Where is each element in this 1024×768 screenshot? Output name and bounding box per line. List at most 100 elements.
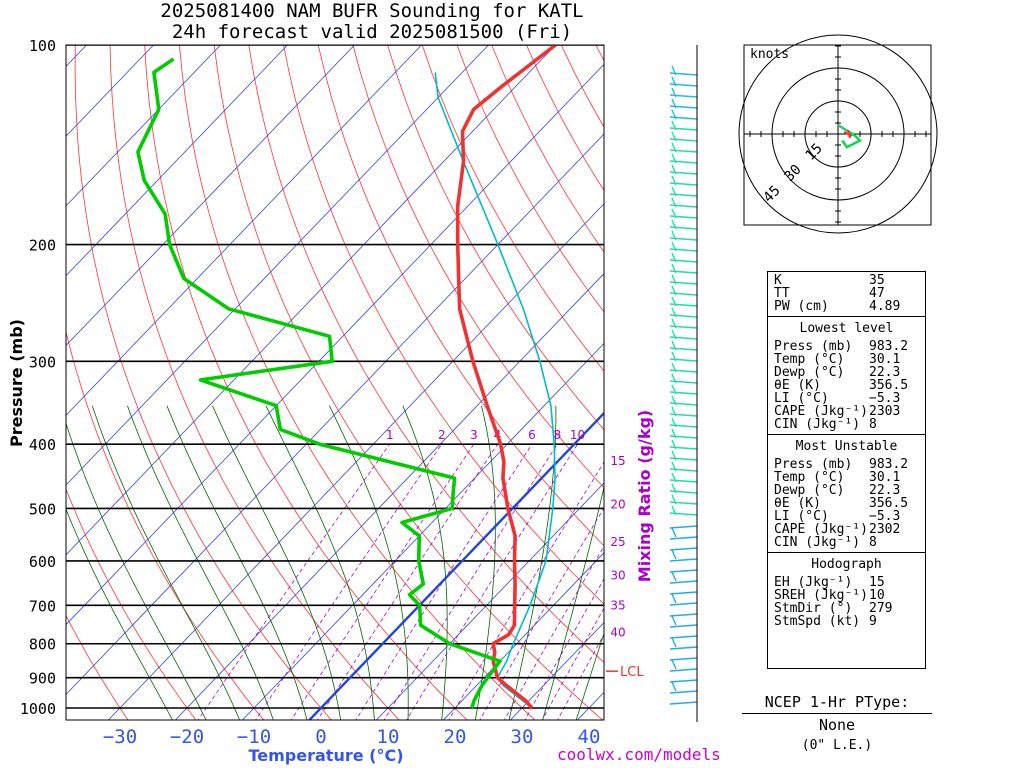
wind-barb-flag — [671, 120, 677, 131]
wind-barb-flag — [671, 494, 677, 505]
wind-barbs — [669, 65, 698, 705]
freezing-isotherm — [307, 411, 604, 720]
wind-barb — [669, 602, 698, 606]
hodograph-index-row-value: 10 — [869, 588, 885, 603]
sounding-profiles — [136, 45, 557, 710]
wind-barb-flag — [671, 681, 677, 692]
wind-barb — [669, 336, 698, 340]
mixing-ratio-label: 8 — [554, 428, 562, 442]
mixing-ratio-line — [524, 578, 604, 720]
indices-panel: K 35 TT 47 PW (cm) 4.89 Lowest level Press (m… — [767, 271, 926, 669]
wind-barb — [669, 679, 698, 683]
wind-barb — [669, 613, 698, 617]
lowest-level-row-value: 2303 — [869, 404, 901, 419]
wind-barb — [669, 281, 698, 285]
most-unstable-row-label: Temp (°C) — [774, 470, 845, 485]
wind-barb-flag — [671, 318, 677, 329]
most-unstable-row: CAPE (Jkg⁻¹) 2302 — [768, 523, 925, 536]
moist-adiabat — [575, 632, 604, 720]
wind-barb — [669, 314, 698, 318]
hodograph-index-row-label: EH (Jkg⁻¹) — [774, 575, 853, 590]
wind-barb-flag — [671, 65, 677, 76]
dry-adiabat — [387, 45, 604, 431]
most-unstable-row-label: Dewp (°C) — [774, 483, 845, 498]
index-row-value: 35 — [869, 273, 885, 288]
wind-barb — [669, 237, 698, 241]
mixing-ratio-line — [290, 443, 475, 720]
wind-barb-flag — [671, 417, 677, 428]
wind-barb — [669, 182, 698, 186]
wind-barb-flag — [671, 329, 677, 340]
temperature-line — [455, 45, 557, 710]
hodograph-unit-label: knots — [750, 47, 789, 62]
wind-barb-flag — [671, 439, 677, 450]
wind-barb — [669, 226, 698, 230]
isotherm — [66, 45, 221, 207]
dry-adiabat — [421, 45, 604, 372]
hodograph-index-row-value: 9 — [869, 614, 877, 629]
wind-barb — [669, 171, 698, 175]
mixing-ratio-line — [448, 461, 604, 720]
dry-adiabat — [144, 45, 468, 720]
mixing-ratio-line — [255, 443, 443, 720]
y-tick-label: 400 — [29, 436, 56, 454]
wind-barb-flag — [671, 142, 677, 153]
wind-barb — [669, 635, 698, 639]
wind-barb-flag — [671, 164, 677, 175]
wind-barb-flag — [671, 340, 677, 351]
most-unstable-row-label: θE (K) — [774, 496, 821, 511]
index-row-label: PW (cm) — [774, 299, 829, 314]
wind-barb — [669, 424, 698, 428]
wind-barb-flag — [671, 241, 677, 252]
lowest-level-row: Press (mb) 983.2 — [768, 340, 925, 353]
x-tick-label: 30 — [511, 726, 534, 748]
hodograph-trace — [841, 130, 863, 149]
wind-barb-flag — [671, 186, 677, 197]
chart-title-line1: 2025081400 NAM BUFR Sounding for KATL — [160, 0, 583, 22]
dry-adiabat — [66, 614, 129, 720]
wind-barb — [669, 580, 698, 584]
most-unstable-row: LI (°C) −5.3 — [768, 510, 925, 523]
x-tick-label: −30 — [103, 726, 137, 748]
wind-barb-flag — [671, 109, 677, 120]
moist-adiabat — [329, 405, 409, 720]
wind-barb-flag — [671, 230, 677, 241]
most-unstable-row-value: 2302 — [869, 522, 901, 537]
lowest-level-row-value: 22.3 — [869, 365, 901, 380]
wind-barb-flag — [671, 87, 677, 98]
x-tick-label: 20 — [444, 726, 467, 748]
wind-barb-flag — [671, 362, 677, 373]
indices-unstable-section: Most Unstable Press (mb) 983.2 Temp (°C) 30… — [768, 435, 925, 553]
dry-adiabat — [109, 45, 400, 720]
wind-barb-flag — [671, 593, 677, 604]
wind-barb-flag — [671, 527, 677, 538]
most-unstable-row-value: 30.1 — [869, 470, 901, 485]
lowest-level-row: Dewp (°C) 22.3 — [768, 366, 925, 379]
wind-barb — [669, 624, 698, 628]
mixing-ratio-line — [479, 507, 604, 720]
wind-barb-flag — [671, 406, 677, 417]
ptype-panel: NCEP 1-Hr PType: None (0" L.E.) — [742, 693, 932, 753]
most-unstable-row-value: 22.3 — [869, 483, 901, 498]
wind-barb — [669, 358, 698, 362]
mixing-ratio-line — [316, 443, 498, 720]
dry-adiabat — [66, 330, 265, 720]
wind-barb — [669, 270, 698, 274]
moist-adiabat — [91, 405, 241, 720]
lowest-level-row-label: CAPE (Jkg⁻¹) — [774, 404, 868, 419]
wind-barb-flag — [671, 76, 677, 87]
isotherm — [66, 63, 604, 626]
wind-barb-flag — [671, 219, 677, 230]
wind-barb — [669, 479, 698, 483]
wind-barb — [669, 457, 698, 461]
x-tick-label: −20 — [170, 726, 204, 748]
y-tick-label: 200 — [29, 237, 56, 255]
wind-barb — [669, 94, 698, 98]
wind-barb — [669, 435, 698, 439]
most-unstable-row: Press (mb) 983.2 — [768, 458, 925, 471]
hodograph-index-row: StmSpd (kt) 9 — [768, 615, 925, 628]
plot-frame — [65, 44, 605, 721]
wind-barb — [669, 83, 698, 87]
